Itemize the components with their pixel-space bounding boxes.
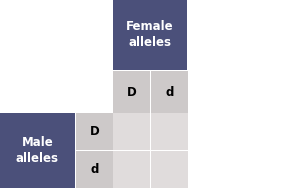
Bar xyxy=(0,113,75,188)
Bar xyxy=(76,113,113,150)
Bar xyxy=(151,113,188,150)
Text: D: D xyxy=(90,125,99,138)
Bar xyxy=(113,113,150,150)
Text: d: d xyxy=(165,86,174,99)
Bar xyxy=(76,151,113,188)
Text: Female
alleles: Female alleles xyxy=(126,20,174,49)
Bar xyxy=(113,0,187,70)
Bar xyxy=(113,71,150,113)
Bar xyxy=(151,71,188,113)
Text: d: d xyxy=(90,163,99,176)
Bar xyxy=(151,151,188,188)
Text: D: D xyxy=(127,86,136,99)
Bar xyxy=(113,151,150,188)
Text: Male
alleles: Male alleles xyxy=(16,136,59,165)
